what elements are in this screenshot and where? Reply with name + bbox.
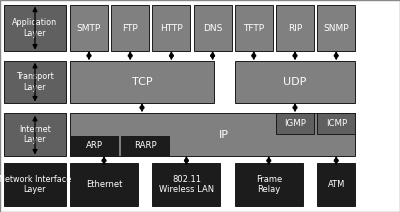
Text: DNS: DNS (203, 24, 222, 33)
Bar (70, 5, 108, 51)
Bar (194, 5, 232, 51)
Bar (317, 163, 355, 206)
Text: TCP: TCP (132, 77, 152, 87)
Text: IP: IP (219, 130, 229, 140)
Bar (111, 5, 149, 51)
Bar (70, 163, 138, 206)
Bar (276, 113, 314, 134)
Bar (70, 61, 214, 103)
Text: UDP: UDP (283, 77, 307, 87)
Text: HTTP: HTTP (160, 24, 183, 33)
Bar (4, 5, 66, 51)
Bar (317, 113, 355, 134)
Text: SNMP: SNMP (323, 24, 349, 33)
Bar (235, 163, 303, 206)
Text: ICMP: ICMP (326, 119, 347, 128)
Text: IGMP: IGMP (284, 119, 306, 128)
Bar (235, 5, 273, 51)
Text: RIP: RIP (288, 24, 302, 33)
Text: ARP: ARP (86, 141, 102, 150)
Bar (317, 5, 355, 51)
Bar (121, 136, 169, 156)
Bar (4, 113, 66, 156)
Text: Internet
Layer: Internet Layer (19, 125, 51, 145)
Text: ATM: ATM (328, 180, 345, 189)
Text: Ethernet: Ethernet (86, 180, 122, 189)
Bar (4, 61, 66, 103)
Bar (152, 5, 190, 51)
Bar (235, 61, 355, 103)
Text: 802.11
Wireless LAN: 802.11 Wireless LAN (159, 174, 214, 194)
Bar (70, 136, 118, 156)
Text: Transport
Layer: Transport Layer (16, 72, 54, 92)
Bar (152, 163, 220, 206)
Text: TFTP: TFTP (243, 24, 264, 33)
Text: Network Interface
Layer: Network Interface Layer (0, 174, 71, 194)
Text: SMTP: SMTP (77, 24, 101, 33)
Text: RARP: RARP (134, 141, 156, 150)
Text: Frame
Relay: Frame Relay (256, 174, 282, 194)
Text: FTP: FTP (122, 24, 138, 33)
Bar (70, 113, 355, 156)
Bar (4, 163, 66, 206)
Text: Application
Layer: Application Layer (12, 18, 58, 38)
Bar (276, 5, 314, 51)
